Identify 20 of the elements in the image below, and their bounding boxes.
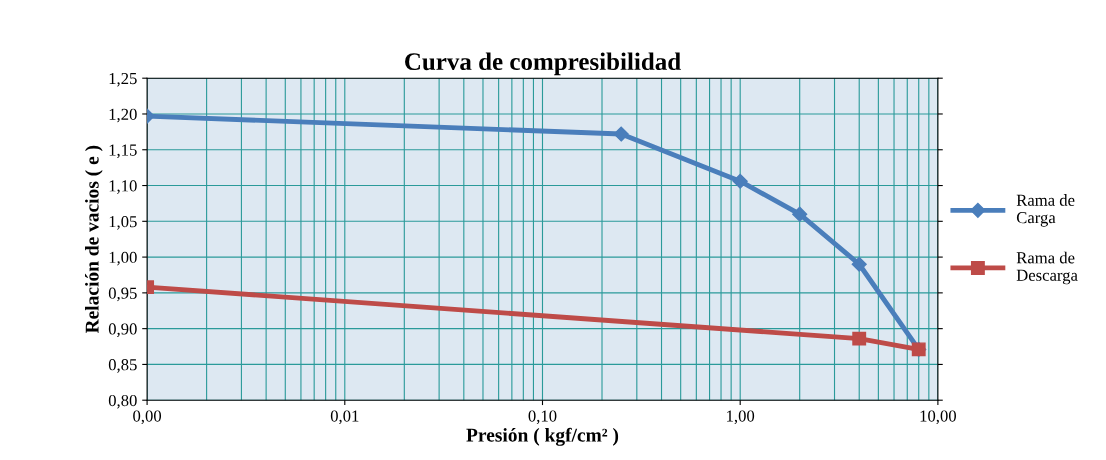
y-axis-title: Relación de vacios ( e ) xyxy=(85,145,103,334)
legend-label: Rama de Carga xyxy=(1016,194,1075,227)
x-tick-label: 1,00 xyxy=(727,410,755,425)
x-axis-title: Presión ( kgf/cm² ) xyxy=(466,427,619,446)
y-tick-label: 1,15 xyxy=(109,144,137,159)
chart-title: Curva de compresibilidad xyxy=(405,52,681,76)
y-tick-label: 0,85 xyxy=(108,359,137,373)
x-tick-label: 0,10 xyxy=(528,410,557,425)
y-tick-label: 1,05 xyxy=(109,216,137,230)
x-tick-label: 0,00 xyxy=(133,410,162,425)
y-tick-label: 1,00 xyxy=(109,251,137,266)
y-tick-label: 1,20 xyxy=(109,108,137,123)
legend-label: Rama de Descarga xyxy=(1016,251,1078,285)
y-tick-label: 1,25 xyxy=(109,72,137,87)
y-tick-label: 0,90 xyxy=(108,323,137,337)
y-tick-label: 0,80 xyxy=(108,394,137,409)
x-tick-label: 10,00 xyxy=(920,410,956,425)
x-tick-label: 0,01 xyxy=(330,410,359,425)
y-tick-label: 1,10 xyxy=(109,180,137,194)
y-tick-label: 0,95 xyxy=(108,287,137,302)
